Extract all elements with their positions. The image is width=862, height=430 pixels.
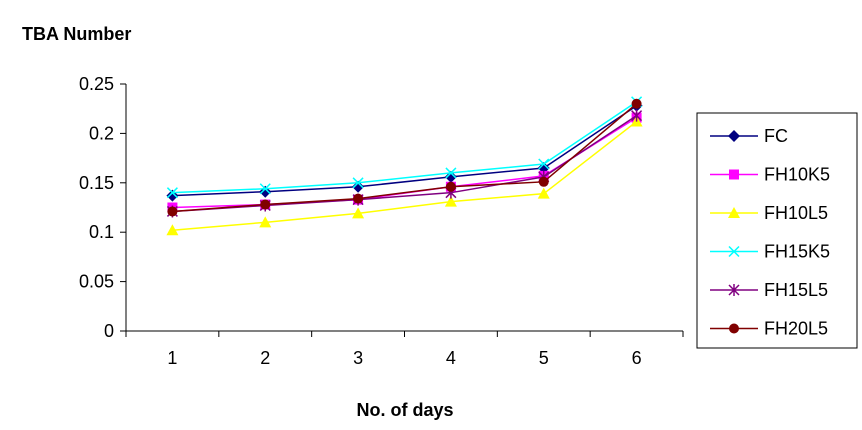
- legend-entry: FH10K5: [710, 165, 830, 185]
- data-point: [728, 284, 740, 296]
- y-tick-label: 0: [104, 321, 114, 341]
- legend-entry: FH10L5: [710, 203, 828, 223]
- data-point: [353, 193, 364, 204]
- series-fc: [166, 99, 643, 202]
- x-tick-label: 6: [632, 348, 642, 368]
- y-tick-label: 0.15: [79, 173, 114, 193]
- series-line: [172, 103, 638, 213]
- data-point: [537, 187, 550, 199]
- y-tick-label: 0.1: [89, 222, 114, 242]
- legend-entry: FH20L5: [710, 319, 828, 339]
- series-layer: [166, 96, 643, 236]
- legend-label: FH20L5: [764, 319, 828, 339]
- legend-entry: FH15L5: [710, 280, 828, 300]
- data-point: [167, 206, 178, 217]
- data-point: [259, 183, 271, 195]
- legend-label: FH10K5: [764, 165, 830, 185]
- y-axis-title: TBA Number: [22, 24, 131, 44]
- data-point: [538, 158, 550, 170]
- series-fh10k5: [167, 112, 642, 213]
- x-tick-label: 4: [446, 348, 456, 368]
- data-point: [166, 224, 179, 236]
- data-point: [728, 130, 740, 142]
- series-line: [172, 101, 638, 194]
- data-point: [166, 187, 178, 199]
- data-point: [260, 199, 271, 210]
- series-fh20l5: [167, 98, 642, 217]
- legend-label: FH15K5: [764, 242, 830, 262]
- series-fh15l5: [166, 109, 643, 218]
- data-point: [352, 177, 364, 189]
- series-line: [172, 105, 638, 197]
- data-point: [729, 169, 739, 180]
- series-line: [172, 114, 637, 213]
- data-point: [631, 109, 643, 122]
- data-point: [352, 207, 365, 219]
- data-point: [445, 167, 457, 179]
- data-point: [444, 195, 457, 207]
- y-tick-label: 0.25: [79, 74, 114, 94]
- series-fh10l5: [166, 115, 643, 236]
- x-tick-label: 2: [260, 348, 270, 368]
- legend-label: FH15L5: [764, 280, 828, 300]
- legend: FC FH10K5 FH10L5 FH15K5 FH15L5 FH20L5: [696, 112, 858, 349]
- data-point: [166, 189, 179, 202]
- legend-entry: FC: [710, 126, 788, 146]
- legend-label: FH10L5: [764, 203, 828, 223]
- legend-label: FC: [764, 126, 788, 146]
- data-point: [729, 323, 739, 334]
- data-point: [259, 185, 272, 198]
- x-axis-title: No. of days: [356, 400, 453, 420]
- data-point: [445, 181, 456, 192]
- data-point: [728, 207, 740, 218]
- series-line: [172, 120, 638, 231]
- x-tick-label: 3: [353, 348, 363, 368]
- legend-box: [696, 112, 858, 349]
- y-tick-label: 0.2: [89, 123, 114, 143]
- x-tick-label: 5: [539, 348, 549, 368]
- data-point: [538, 176, 549, 187]
- x-tick-label: 1: [167, 348, 177, 368]
- data-point: [728, 245, 740, 258]
- data-point: [259, 216, 272, 228]
- y-tick-label: 0.05: [79, 272, 114, 292]
- data-point: [352, 180, 365, 193]
- data-point: [631, 98, 642, 109]
- legend-entry: FH15K5: [710, 242, 830, 262]
- axes: 0 0.05 0.1 0.15 0.2 0.25 1 2 3 4 5 6: [79, 74, 684, 368]
